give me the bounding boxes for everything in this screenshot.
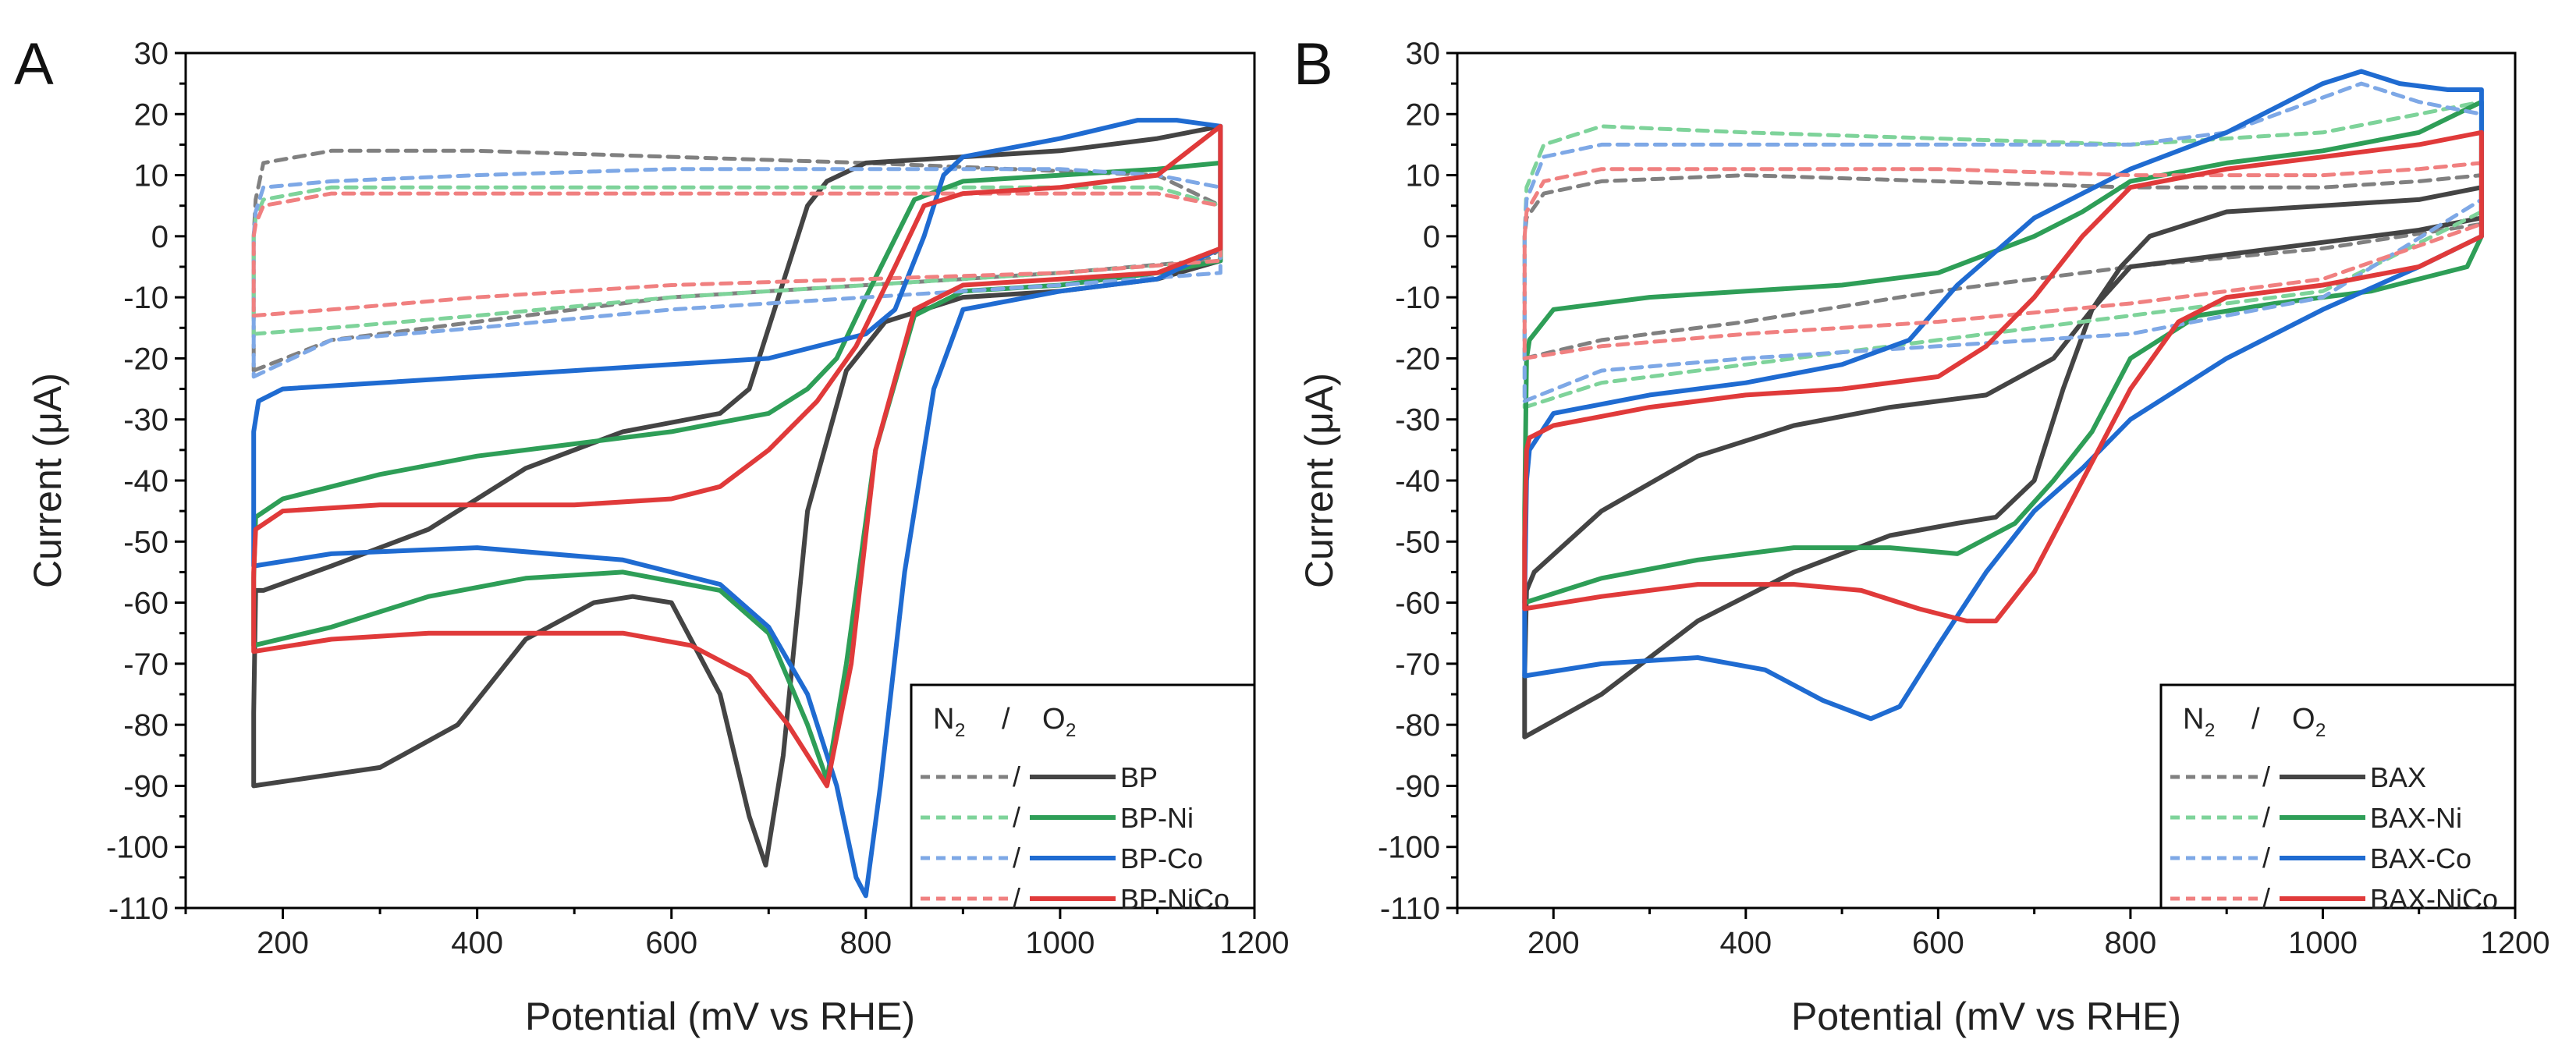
legend-separator: / xyxy=(1013,761,1020,793)
y-tick-label: 30 xyxy=(134,37,169,71)
series-line-bax-ni-n2 xyxy=(1522,100,2484,410)
series-line-bax-o2 xyxy=(1522,185,2484,739)
legend-entry-label: BAX-Co xyxy=(2370,842,2471,874)
legend-header-separator: / xyxy=(2251,703,2260,736)
series-group xyxy=(1522,69,2484,739)
y-tick-label: -20 xyxy=(123,342,169,376)
legend-entry-label: BP-Ni xyxy=(1120,802,1194,834)
legend-separator: / xyxy=(2262,882,2270,914)
y-tick-label: -50 xyxy=(123,525,169,559)
legend: N 2/O 2/BP/BP-Ni/BP-Co/BP-NiCo xyxy=(910,683,1256,915)
y-tick-label: -80 xyxy=(1395,708,1440,743)
legend-separator: / xyxy=(2262,842,2270,874)
y-tick-label: 0 xyxy=(1423,220,1440,254)
series-line-bax-co-o2 xyxy=(1522,69,2484,722)
y-tick-label: -60 xyxy=(123,587,169,621)
y-tick-label: 20 xyxy=(134,98,169,132)
legend-entry-label: BAX xyxy=(2370,761,2426,793)
series-line-bax-nico-o2 xyxy=(1522,129,2484,624)
legend-header-separator: / xyxy=(1002,703,1010,736)
legend-header-o2-subscript: 2 xyxy=(1066,720,1076,741)
legend-separator: / xyxy=(1013,882,1020,914)
series-line-bp-ni-n2 xyxy=(251,185,1222,336)
x-axis-title: Potential (mV vs RHE) xyxy=(1791,995,2181,1038)
legend-entry-label: BAX-Ni xyxy=(2370,802,2462,834)
x-tick-label: 800 xyxy=(839,926,892,960)
x-tick-label: 800 xyxy=(2105,926,2157,960)
x-tick-label: 200 xyxy=(257,926,309,960)
y-tick-label: -30 xyxy=(1395,403,1440,438)
legend-header-o2: O xyxy=(2292,703,2315,736)
y-tick-label: 20 xyxy=(1406,98,1441,132)
x-tick-label: 600 xyxy=(645,926,697,960)
series-line-bp-nico-o2 xyxy=(251,123,1223,789)
series-line-bax-co-n2 xyxy=(1522,81,2484,403)
y-tick-label: 0 xyxy=(151,220,169,254)
legend-header-n2-subscript: 2 xyxy=(955,720,965,741)
x-tick-label: 1200 xyxy=(2481,926,2550,960)
y-tick-label: -10 xyxy=(1395,281,1440,315)
y-tick-label: -30 xyxy=(123,403,169,438)
panel-label: A xyxy=(14,31,54,98)
series-line-bax-ni-o2 xyxy=(1522,99,2484,605)
y-axis-title: Current (μA) xyxy=(1297,373,1341,588)
y-tick-label: -110 xyxy=(108,892,169,926)
y-tick-label: -50 xyxy=(1395,525,1440,559)
legend-entry-label: BP-NiCo xyxy=(1120,883,1229,915)
legend-separator: / xyxy=(1013,801,1020,833)
y-tick-label: -20 xyxy=(1395,342,1440,376)
y-tick-label: -100 xyxy=(1378,831,1440,865)
series-line-bp-nico-n2 xyxy=(251,191,1222,318)
series-line-bax-nico-n2 xyxy=(1522,161,2484,360)
x-tick-label: 1200 xyxy=(1220,926,1290,960)
x-axis-title: Potential (mV vs RHE) xyxy=(525,995,915,1038)
panel-b: 200 400 600 800 1000 1200-110-100-90-80-70-60… xyxy=(1293,31,2549,1038)
legend-box xyxy=(2159,683,2517,910)
y-tick-label: 10 xyxy=(1406,159,1441,193)
y-tick-label: 30 xyxy=(1406,37,1441,71)
y-tick-label: -80 xyxy=(123,708,169,743)
y-tick-label: 10 xyxy=(134,159,169,193)
legend-header-o2-subscript: 2 xyxy=(2315,720,2326,741)
legend-entry-label: BP-Co xyxy=(1120,842,1203,874)
legend-separator: / xyxy=(2262,761,2270,793)
legend: N 2/O 2/BAX/BAX-Ni/BAX-Co/BAX-NiCo xyxy=(2159,683,2517,915)
y-tick-label: -40 xyxy=(1395,464,1440,498)
legend-header-n2: N xyxy=(933,703,954,736)
legend-separator: / xyxy=(2262,801,2270,833)
y-tick-label: -70 xyxy=(1395,647,1440,682)
x-tick-label: 1000 xyxy=(1025,926,1095,960)
series-group xyxy=(251,118,1223,899)
legend-box xyxy=(910,683,1256,910)
y-tick-label: -90 xyxy=(123,769,169,803)
y-tick-label: -70 xyxy=(123,647,169,682)
series-line-bp-co-n2 xyxy=(251,167,1222,379)
y-tick-label: -110 xyxy=(1380,892,1440,926)
x-tick-label: 400 xyxy=(451,926,503,960)
x-tick-label: 600 xyxy=(1912,926,1964,960)
legend-separator: / xyxy=(1013,842,1020,874)
y-tick-label: -90 xyxy=(1395,769,1440,803)
legend-header-n2: N xyxy=(2183,703,2204,736)
x-tick-label: 400 xyxy=(1719,926,1772,960)
y-axis-title: Current (μA) xyxy=(26,373,69,588)
y-tick-label: -100 xyxy=(106,831,169,865)
x-tick-label: 1000 xyxy=(2288,926,2358,960)
legend-header-o2: O xyxy=(1042,703,1066,736)
y-tick-label: -10 xyxy=(123,281,169,315)
panel-a: 200 400 600 800 1000 1200-110-100-90-80-70-60… xyxy=(14,31,1289,1038)
legend-header-n2-subscript: 2 xyxy=(2205,720,2215,741)
series-line-bax-n2 xyxy=(1522,173,2484,360)
legend-entry-label: BP xyxy=(1120,761,1158,793)
panel-label: B xyxy=(1293,31,1333,98)
x-tick-label: 200 xyxy=(1528,926,1580,960)
y-tick-label: -60 xyxy=(1395,587,1440,621)
y-tick-label: -40 xyxy=(123,464,169,498)
legend-entry-label: BAX-NiCo xyxy=(2370,883,2498,915)
